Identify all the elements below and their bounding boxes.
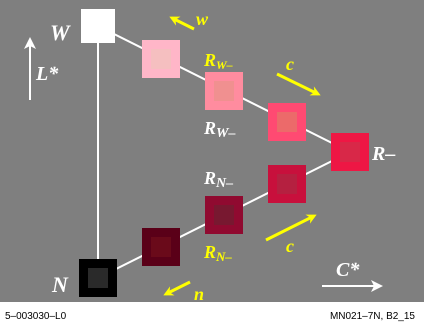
yellow-arrows [163, 16, 321, 296]
footer-left-code: 5–003030–L0 [5, 311, 67, 322]
label-arrow-c-upper: c [286, 54, 294, 74]
footer-right-code: MN021–7N, B2_15 [329, 311, 415, 322]
arrow-c-lower [265, 214, 317, 242]
red-patch [331, 133, 369, 171]
label-arrow-c-lower: c [286, 236, 294, 256]
arrow-w [169, 16, 195, 31]
label-lightness-axis: L* [35, 63, 59, 85]
label-rn-yellow: RN– [203, 242, 232, 264]
label-rw-white: RW– [203, 118, 235, 141]
lower-patch-3 [142, 228, 180, 266]
label-white-corner: W [50, 20, 71, 45]
black-patch [79, 259, 117, 297]
label-rn-white: RN– [203, 168, 233, 191]
label-red-corner: R– [371, 143, 395, 165]
color-triangle-diagram: W N R– L* C* w c c n RW– RW– RN– RN– [0, 0, 424, 302]
label-rw-yellow: RW– [203, 50, 233, 72]
arrow-c-upper [276, 72, 321, 96]
white-patch [81, 9, 115, 43]
upper-patch-3 [268, 103, 306, 141]
lower-patch-1 [268, 165, 306, 203]
label-black-corner: N [51, 272, 69, 297]
label-arrow-w: w [196, 9, 209, 29]
label-arrow-n: n [194, 284, 204, 302]
upper-patch-2 [205, 72, 243, 110]
arrow-n [163, 280, 191, 296]
lower-patch-2 [205, 196, 243, 234]
label-chroma-axis: C* [336, 259, 360, 281]
upper-patch-1 [142, 40, 180, 78]
